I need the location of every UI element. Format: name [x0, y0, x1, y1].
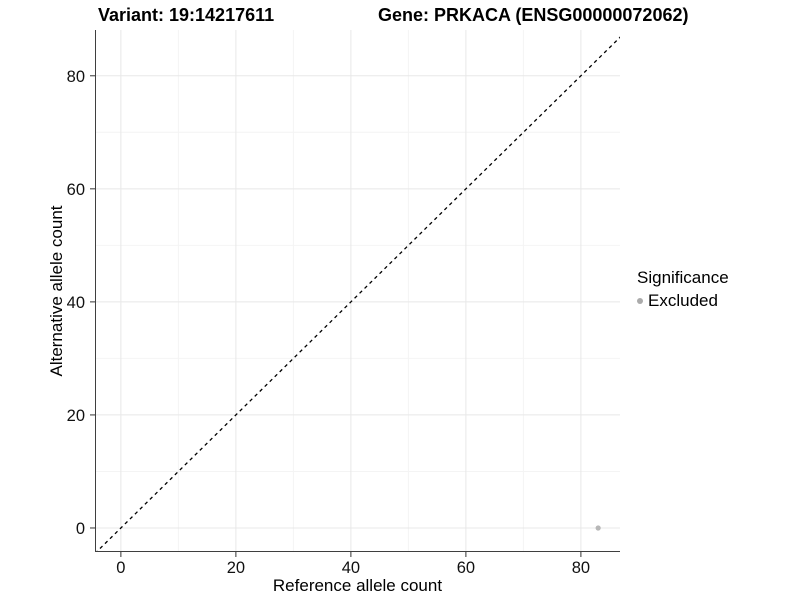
plot-canvas: 0 20 40 60 80 0 20 40 60 80 — [67, 30, 620, 577]
y-tick-label: 20 — [67, 407, 85, 425]
axis-lines — [95, 30, 620, 552]
x-tick-label: 40 — [342, 559, 360, 577]
y-tick-label: 40 — [67, 294, 85, 312]
legend-item-excluded: Excluded — [637, 291, 729, 311]
x-tick-label: 60 — [457, 559, 475, 577]
y-axis-title: Alternative allele count — [47, 205, 66, 377]
x-tick-label: 20 — [227, 559, 245, 577]
grid-major — [95, 30, 620, 552]
tick-labels: 0 20 40 60 80 0 20 40 60 80 — [67, 68, 590, 577]
y-tick-label: 0 — [76, 520, 85, 538]
legend-item-label: Excluded — [648, 291, 718, 310]
x-tick-label: 80 — [572, 559, 590, 577]
x-tick-label: 0 — [116, 559, 125, 577]
plot-title-gene: Gene: PRKACA (ENSG00000072062) — [378, 5, 689, 25]
legend: Significance Excluded — [637, 268, 729, 311]
plot-title-variant: Variant: 19:14217611 — [98, 5, 275, 25]
data-points — [595, 525, 601, 531]
y-tick-label: 80 — [67, 68, 85, 86]
data-point — [595, 525, 601, 531]
axis-ticks — [90, 75, 582, 557]
plot-panel: 0 20 40 60 80 0 20 40 60 80 — [67, 30, 620, 577]
y-tick-label: 60 — [67, 181, 85, 199]
identity-line — [95, 36, 620, 552]
grid-minor — [95, 30, 620, 552]
legend-key-dot — [637, 298, 643, 304]
x-axis-title: Reference allele count — [272, 576, 443, 595]
legend-title: Significance — [637, 268, 729, 287]
